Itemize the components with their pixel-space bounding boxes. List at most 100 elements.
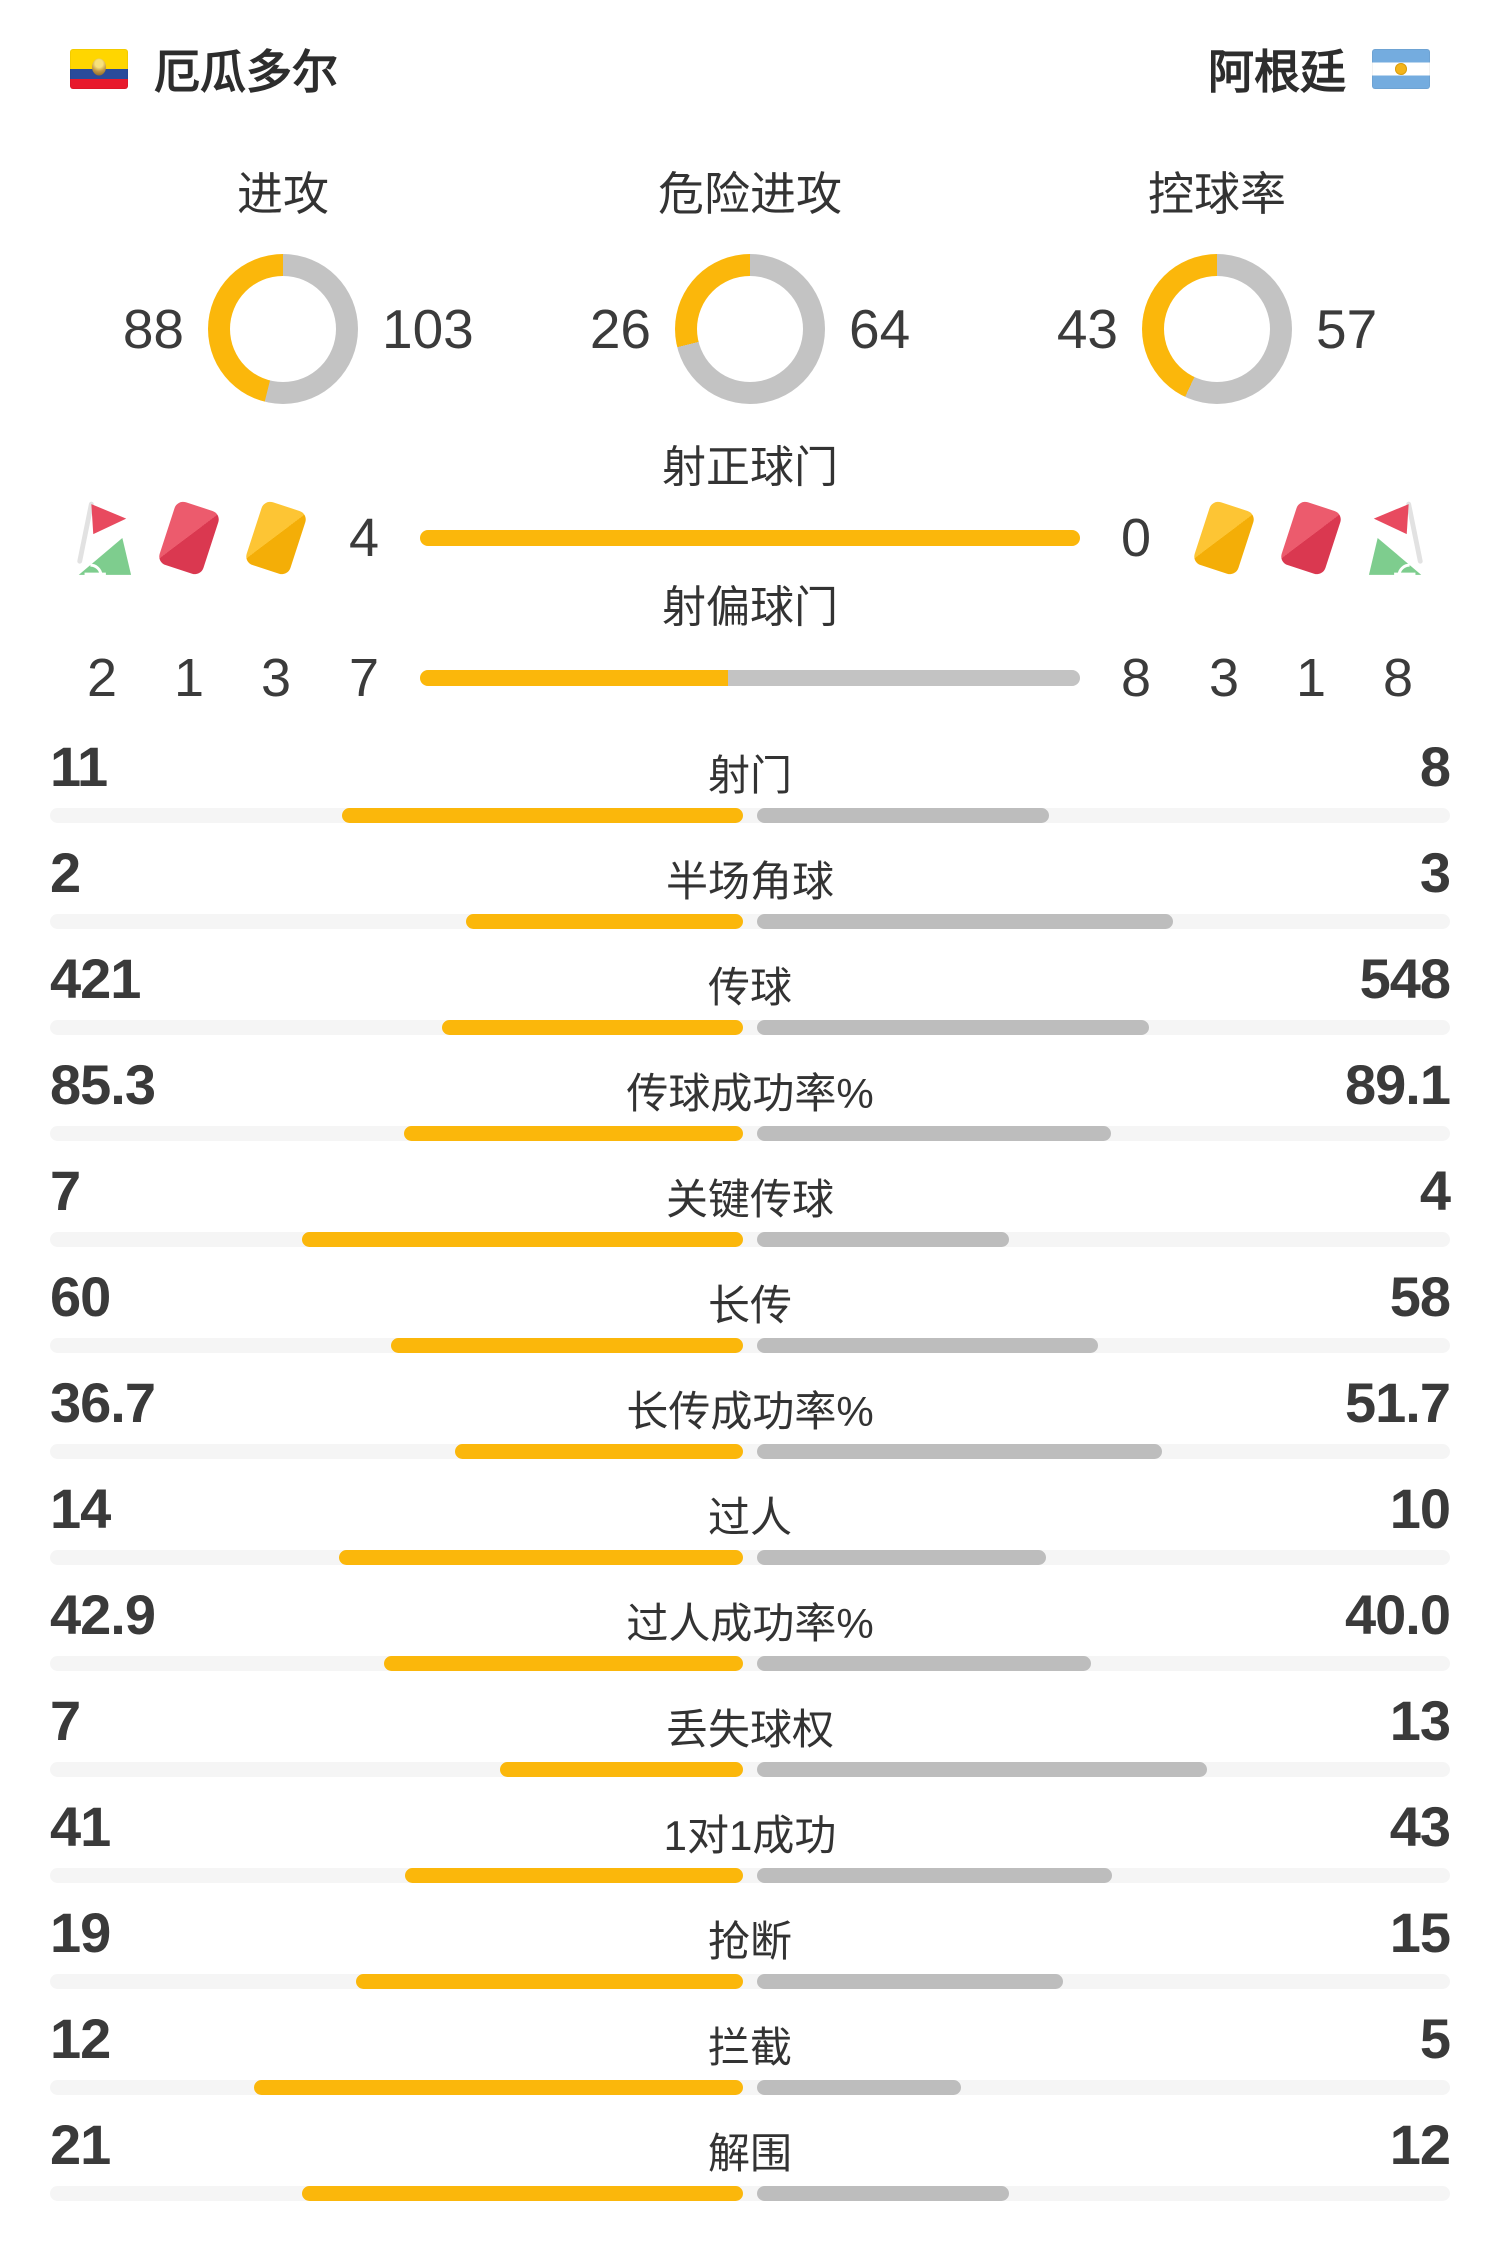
shot-row-title: 射偏球门 [662,583,838,632]
stat-row: 41 1对1成功 43 [0,1794,1500,1900]
stat-row: 7 关键传球 4 [0,1158,1500,1264]
stat-label: 长传 [707,1282,792,1329]
stat-bar-home [356,1974,743,1989]
stat-bar-track [50,1338,1450,1353]
stat-home-value: 42.9 [50,1583,156,1646]
stat-bar-away [757,1762,1207,1777]
stat-away-value: 8 [1419,735,1451,798]
stat-row: 421 传球 548 [0,946,1500,1052]
donut-home-value: 26 [589,298,651,360]
discipline-icon-cell [156,496,222,580]
stat-bar-away [757,914,1173,929]
stat-away-value: 548 [1359,947,1451,1010]
stat-bar-away [757,2080,961,2095]
donut-away-value: 57 [1316,298,1378,360]
stat-away-value: 13 [1389,1689,1451,1752]
stat-home-value: 14 [50,1477,111,1540]
stat-row: 11 射门 8 [0,734,1500,840]
stat-label: 解围 [707,2130,792,2177]
stat-row: 12 拦截 5 [0,2006,1500,2112]
stat-bar-away [757,1656,1091,1671]
stat-row: 36.7 长传成功率% 51.7 [0,1370,1500,1476]
discipline-count: 2 [86,648,118,708]
argentina-flag-icon [1372,49,1430,89]
stat-home-value: 7 [50,1159,81,1222]
stat-bar-home [339,1550,743,1565]
stat-bar-home [254,2080,743,2095]
stat-bar-track [50,1974,1450,1989]
stat-bar-away [757,1974,1063,1989]
donut-title: 危险进攻 [658,168,842,220]
stat-bar-home [466,914,743,929]
stat-bar-home [404,1126,743,1141]
stat-home-value: 21 [50,2113,111,2176]
home-discipline-zone [70,496,309,580]
stat-row: 21 解围 12 [0,2112,1500,2218]
stat-home-value: 2 [50,841,81,904]
stat-bar-away [757,1020,1149,1035]
stat-bar-home [342,808,743,823]
stat-label: 过人 [707,1494,792,1541]
shot-away-value: 0 [1120,508,1152,568]
stat-home-value: 41 [50,1795,111,1858]
discipline-count: 1 [1295,648,1327,708]
stat-label: 长传成功率% [626,1388,874,1435]
stat-label: 1对1成功 [663,1812,837,1859]
stat-home-value: 19 [50,1901,111,1964]
donut-chart: 进攻 88 103 [62,166,504,404]
stat-home-value: 60 [50,1265,111,1328]
stat-label: 抢断 [707,1918,792,1965]
donut-away-value: 64 [849,298,911,360]
red-card-icon [156,499,222,577]
stat-away-value: 89.1 [1345,1053,1451,1116]
donut-away-value: 103 [382,298,474,360]
discipline-icon-cell [70,496,134,580]
shots-section: 射正球门 4 0 射偏球门 2 1 3 7 8 3 1 8 [0,442,1500,722]
stat-bar-track [50,1868,1450,1883]
away-team-name: 阿根廷 [1208,46,1346,98]
donut-ring [208,254,358,404]
donut-body: 88 103 [62,254,504,404]
stat-bar-track [50,808,1450,823]
shot-bar-home [420,670,728,686]
stat-bar-track [50,1762,1450,1777]
stat-away-value: 58 [1389,1265,1451,1328]
stat-home-value: 11 [50,735,108,798]
stat-label: 拦截 [707,2024,792,2071]
stat-row: 42.9 过人成功率% 40.0 [0,1582,1500,1688]
stat-away-value: 3 [1419,841,1451,904]
ecuador-flag-icon [70,49,128,89]
stat-bar-track [50,1126,1450,1141]
stat-bar-home [442,1020,743,1035]
stat-home-value: 85.3 [50,1053,156,1116]
stat-bar-home [405,1868,743,1883]
yellow-card-icon [243,499,309,577]
shot-row-title: 射正球门 [662,443,838,492]
stat-home-value: 7 [50,1689,81,1752]
stat-label: 半场角球 [665,858,834,905]
stat-bar-home [500,1762,743,1777]
stat-label: 过人成功率% [626,1600,874,1647]
stat-bar-away [757,1126,1111,1141]
discipline-count: 3 [260,648,292,708]
away-team: 阿根廷 [1208,36,1430,102]
stat-home-value: 36.7 [50,1371,156,1434]
stat-bar-away [757,1868,1112,1883]
stat-away-value: 10 [1389,1477,1451,1540]
donut-chart: 危险进攻 26 64 [529,166,971,404]
stat-bar-home [302,2186,743,2201]
stat-bar-home [302,1232,743,1247]
donut-ring [1142,254,1292,404]
stat-row: 14 过人 10 [0,1476,1500,1582]
away-discipline-zone [1191,496,1430,580]
stat-bar-track [50,914,1450,929]
stat-away-value: 12 [1389,2113,1451,2176]
stat-row: 19 抢断 15 [0,1900,1500,2006]
discipline-count: 8 [1382,648,1414,708]
stat-row: 2 半场角球 3 [0,840,1500,946]
stat-bar-away [757,1550,1046,1565]
red-card-icon [1278,499,1344,577]
